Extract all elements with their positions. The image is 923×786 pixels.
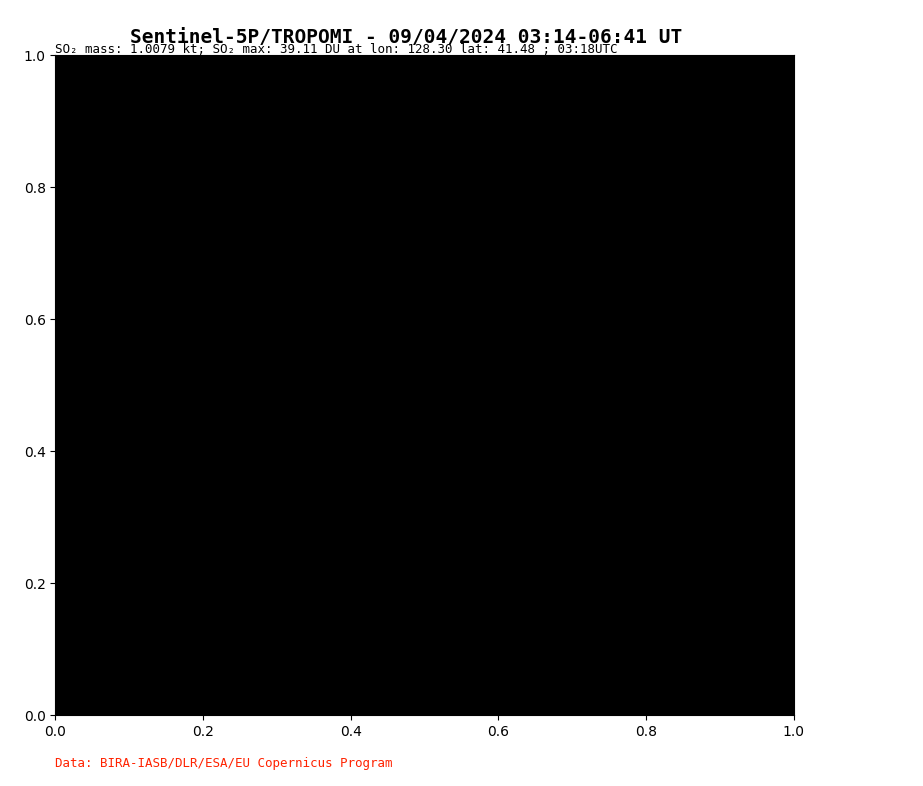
Text: SO₂ mass: 1.0079 kt; SO₂ max: 39.11 DU at lon: 128.30 lat: 41.48 ; 03:18UTC: SO₂ mass: 1.0079 kt; SO₂ max: 39.11 DU a… [55,43,617,57]
Text: Sentinel-5P/TROPOMI - 09/04/2024 03:14-06:41 UT: Sentinel-5P/TROPOMI - 09/04/2024 03:14-0… [130,28,682,46]
Text: Data: BIRA-IASB/DLR/ESA/EU Copernicus Program: Data: BIRA-IASB/DLR/ESA/EU Copernicus Pr… [55,757,393,770]
